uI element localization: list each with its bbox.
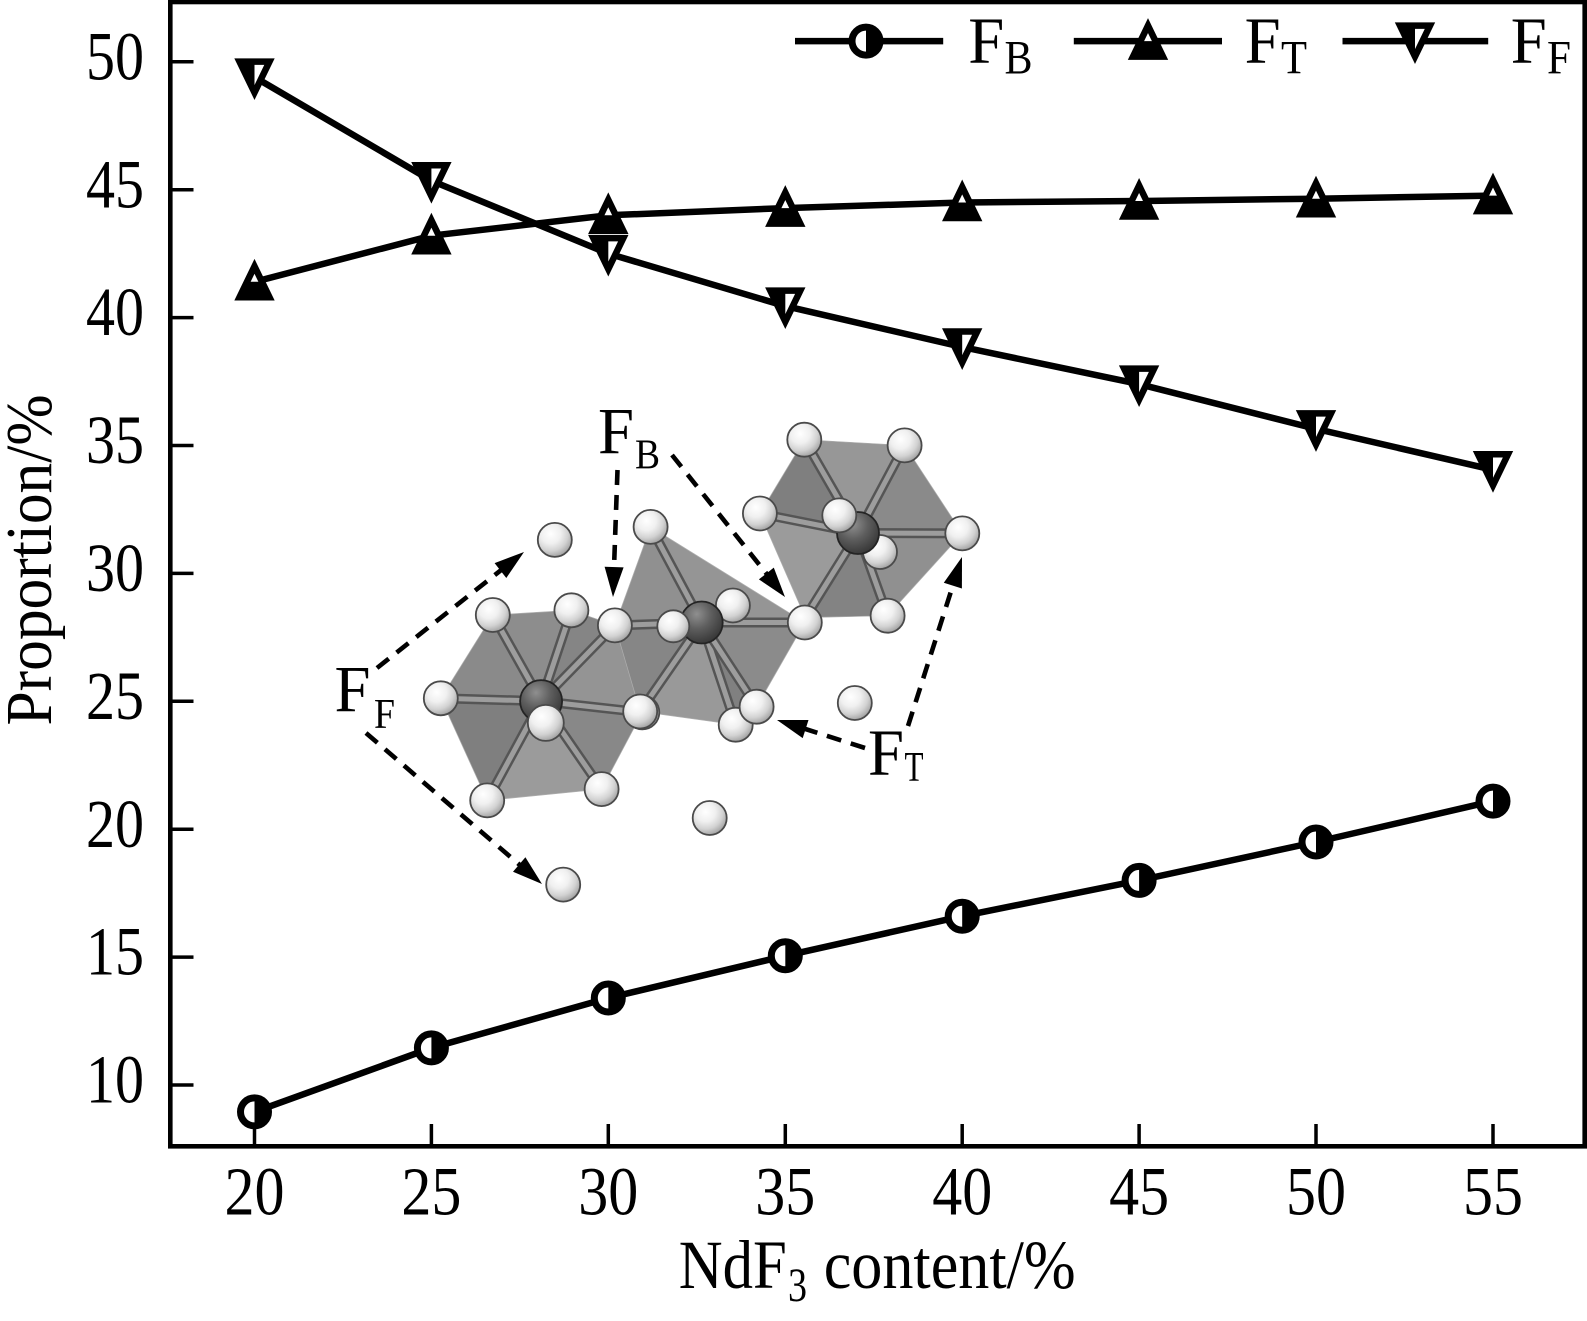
svg-text:20: 20 (225, 1153, 285, 1229)
svg-text:F: F (335, 653, 371, 726)
svg-text:content/%: content/% (824, 1227, 1076, 1303)
svg-text:3: 3 (788, 1259, 807, 1312)
svg-text:50: 50 (1286, 1153, 1346, 1229)
svg-text:30: 30 (578, 1153, 638, 1229)
svg-text:35: 35 (755, 1153, 815, 1229)
svg-text:45: 45 (86, 146, 144, 222)
svg-text:B: B (1005, 32, 1033, 85)
svg-text:F: F (868, 717, 904, 790)
svg-text:50: 50 (86, 18, 144, 94)
svg-text:Proportion/%: Proportion/% (0, 395, 66, 726)
svg-text:10: 10 (86, 1042, 144, 1118)
svg-text:15: 15 (86, 914, 144, 990)
svg-text:F: F (1245, 5, 1281, 78)
svg-text:40: 40 (86, 274, 144, 350)
svg-text:NdF: NdF (679, 1227, 787, 1303)
svg-text:20: 20 (86, 786, 144, 862)
svg-text:F: F (374, 692, 395, 738)
svg-text:25: 25 (86, 658, 144, 734)
svg-text:45: 45 (1109, 1153, 1169, 1229)
svg-text:40: 40 (932, 1153, 992, 1229)
svg-text:25: 25 (401, 1153, 461, 1229)
svg-text:F: F (968, 5, 1004, 78)
svg-text:35: 35 (86, 402, 144, 478)
svg-text:T: T (1281, 32, 1307, 85)
svg-text:T: T (905, 745, 924, 791)
svg-text:30: 30 (86, 530, 144, 606)
svg-text:B: B (635, 432, 660, 478)
svg-text:55: 55 (1463, 1153, 1523, 1229)
svg-text:F: F (1547, 32, 1571, 85)
svg-text:F: F (598, 395, 634, 468)
svg-text:F: F (1511, 5, 1547, 78)
